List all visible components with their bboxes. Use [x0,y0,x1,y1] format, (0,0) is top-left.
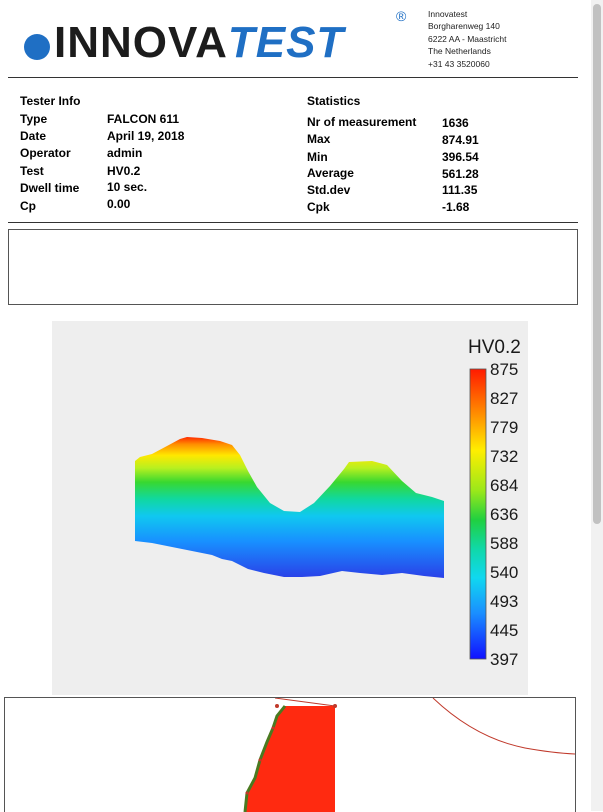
tester-info-label: Operator [20,146,71,160]
legend-tick-label: 445 [490,621,519,640]
company-name: Innovatest [428,9,468,19]
tester-info-label: Type [20,112,48,126]
legend-tick-label: 493 [490,592,519,611]
address-street: Borgharenweg 140 [428,21,500,32]
indent-marker [245,791,249,795]
sample-view-svg [243,698,575,812]
logo-text: INNOVATEST [54,18,345,67]
tester-info-label: Dwell time [20,181,80,195]
statistics-value: 396.54 [442,150,479,164]
address-city: 6222 AA - Maastricht [428,33,507,44]
statistics-label: Average [307,166,354,180]
statistics-label: Nr of measurement [307,115,417,129]
legend-tick-label: 540 [490,563,519,582]
tester-info-label: Test [20,164,44,178]
statistics-value: 111.35 [442,183,478,197]
tester-info-value: 0.00 [107,197,131,211]
color-legend-bar [469,368,487,660]
scroll-thumb[interactable] [593,4,601,524]
statistics-value: -1.68 [442,200,470,214]
logo-dot-icon [24,34,50,60]
hardness-map-sample [135,437,444,578]
statistics-title: Statistics [307,94,361,108]
legend-tick-label: 875 [490,360,519,379]
legend-tick-label: 684 [490,476,519,495]
legend-tick-label: 636 [490,505,519,524]
indent-marker [333,704,337,708]
sample-boundary-line [274,698,336,707]
indent-marker [258,758,262,762]
statistics-value: 561.28 [442,167,479,181]
indent-marker [271,726,275,730]
company-address: Innovatest Borgharenweg 140 6222 AA - Ma… [428,8,506,70]
indent-marker [275,704,279,708]
tester-info-value: HV0.2 [107,164,141,178]
hardness-map-svg [135,368,487,660]
legend-tick-label: 397 [490,650,519,669]
tester-info-value: FALCON 611 [107,112,180,126]
statistics-label: Max [307,132,331,146]
company-phone: +31 43 3520060 [428,58,490,69]
legend-title: HV0.2 [468,337,521,358]
legend-tick-label: 588 [490,534,519,553]
legend-tick-label: 732 [490,447,519,466]
statistics-value: 1636 [442,116,469,130]
tester-info-value: April 19, 2018 [107,129,185,143]
registered-mark: ® [396,8,407,24]
statistics-label: Cpk [307,200,330,214]
section-divider [8,222,578,223]
header-divider [8,77,578,78]
tester-info-label: Date [20,129,47,143]
legend-tick-label: 779 [490,418,519,437]
comment-box [8,229,578,305]
tester-info-label: Cp [20,199,36,213]
sample-edge [243,705,287,812]
sample-cross-section [245,706,335,812]
tester-info-title: Tester Info [20,94,81,108]
scrollbar[interactable] [591,0,603,811]
statistics-label: Std.dev [307,183,351,197]
statistics-label: Min [307,150,328,164]
sample-view-panel [4,697,576,812]
hardness-map-panel [52,321,528,695]
innovatest-logo: INNOVATEST ® [22,8,422,67]
sample-boundary-arc [432,698,575,755]
tester-info-value: admin [107,146,143,160]
tester-info-value: 10 sec. [107,180,148,194]
legend-tick-label: 827 [490,389,519,408]
statistics-value: 874.91 [442,133,479,147]
address-country: The Netherlands [428,46,491,57]
